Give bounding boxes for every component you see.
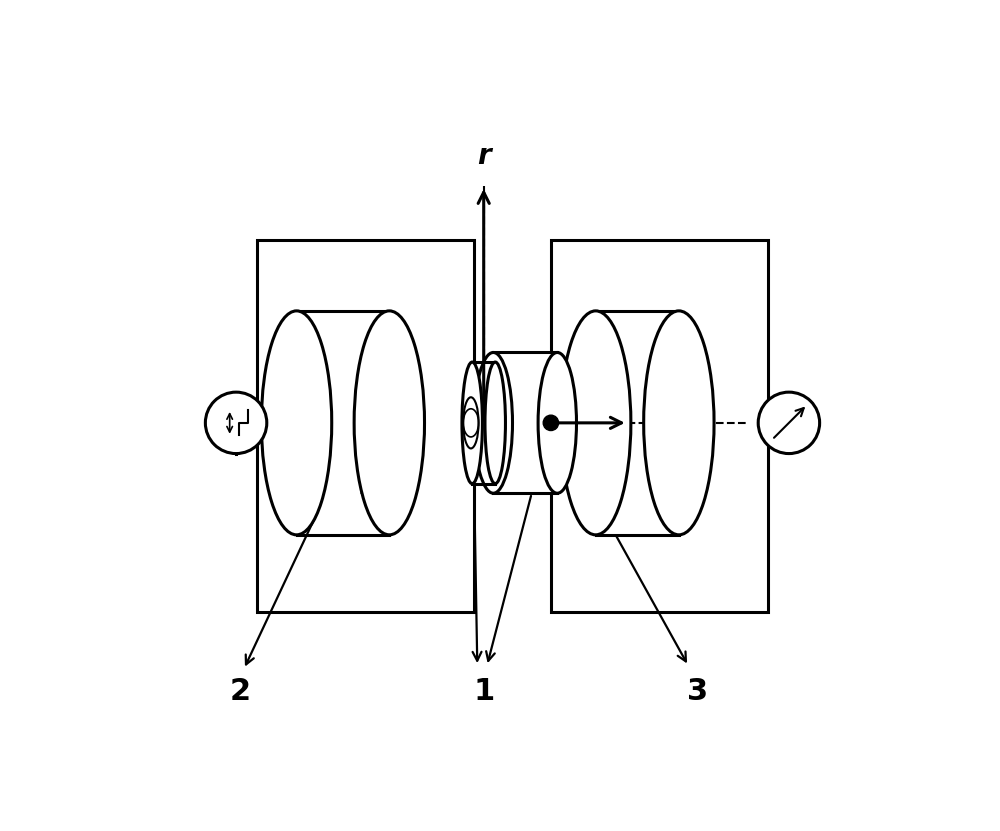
Ellipse shape — [538, 352, 576, 494]
Text: z: z — [629, 372, 645, 401]
Polygon shape — [297, 311, 389, 535]
Ellipse shape — [644, 311, 714, 535]
Text: 2: 2 — [230, 677, 251, 706]
Text: II: II — [490, 475, 509, 499]
Text: III: III — [600, 472, 630, 499]
Bar — [551, 240, 768, 612]
Ellipse shape — [261, 311, 332, 535]
Text: 1: 1 — [473, 677, 494, 706]
Polygon shape — [472, 362, 495, 484]
Ellipse shape — [474, 352, 512, 494]
Bar — [257, 240, 474, 612]
Circle shape — [543, 416, 559, 430]
Ellipse shape — [462, 362, 482, 484]
Circle shape — [205, 392, 267, 454]
Text: 3: 3 — [687, 677, 709, 706]
Circle shape — [758, 392, 820, 454]
Polygon shape — [596, 311, 679, 535]
Text: I: I — [357, 472, 367, 499]
Text: r: r — [477, 142, 491, 170]
Ellipse shape — [485, 362, 505, 484]
Polygon shape — [493, 352, 557, 494]
Ellipse shape — [560, 311, 631, 535]
Ellipse shape — [354, 311, 425, 535]
